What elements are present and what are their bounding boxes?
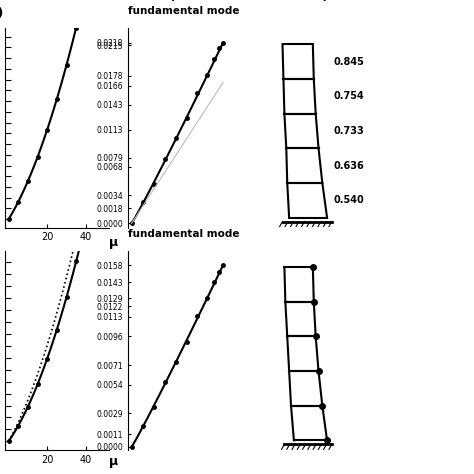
Text: fundamental mode: fundamental mode	[128, 229, 239, 239]
Text: 0.754: 0.754	[334, 91, 365, 101]
Text: 0.733: 0.733	[334, 126, 365, 136]
Text: a): a)	[0, 8, 3, 20]
Text: b): b)	[162, 0, 177, 2]
Text: 0.540: 0.540	[334, 195, 365, 205]
Text: 0.636: 0.636	[334, 161, 365, 171]
Text: fundamental mode: fundamental mode	[128, 7, 239, 17]
Text: 0.845: 0.845	[334, 57, 365, 67]
Text: c): c)	[316, 0, 329, 2]
Text: μ: μ	[109, 236, 118, 249]
Text: μ: μ	[109, 455, 118, 468]
